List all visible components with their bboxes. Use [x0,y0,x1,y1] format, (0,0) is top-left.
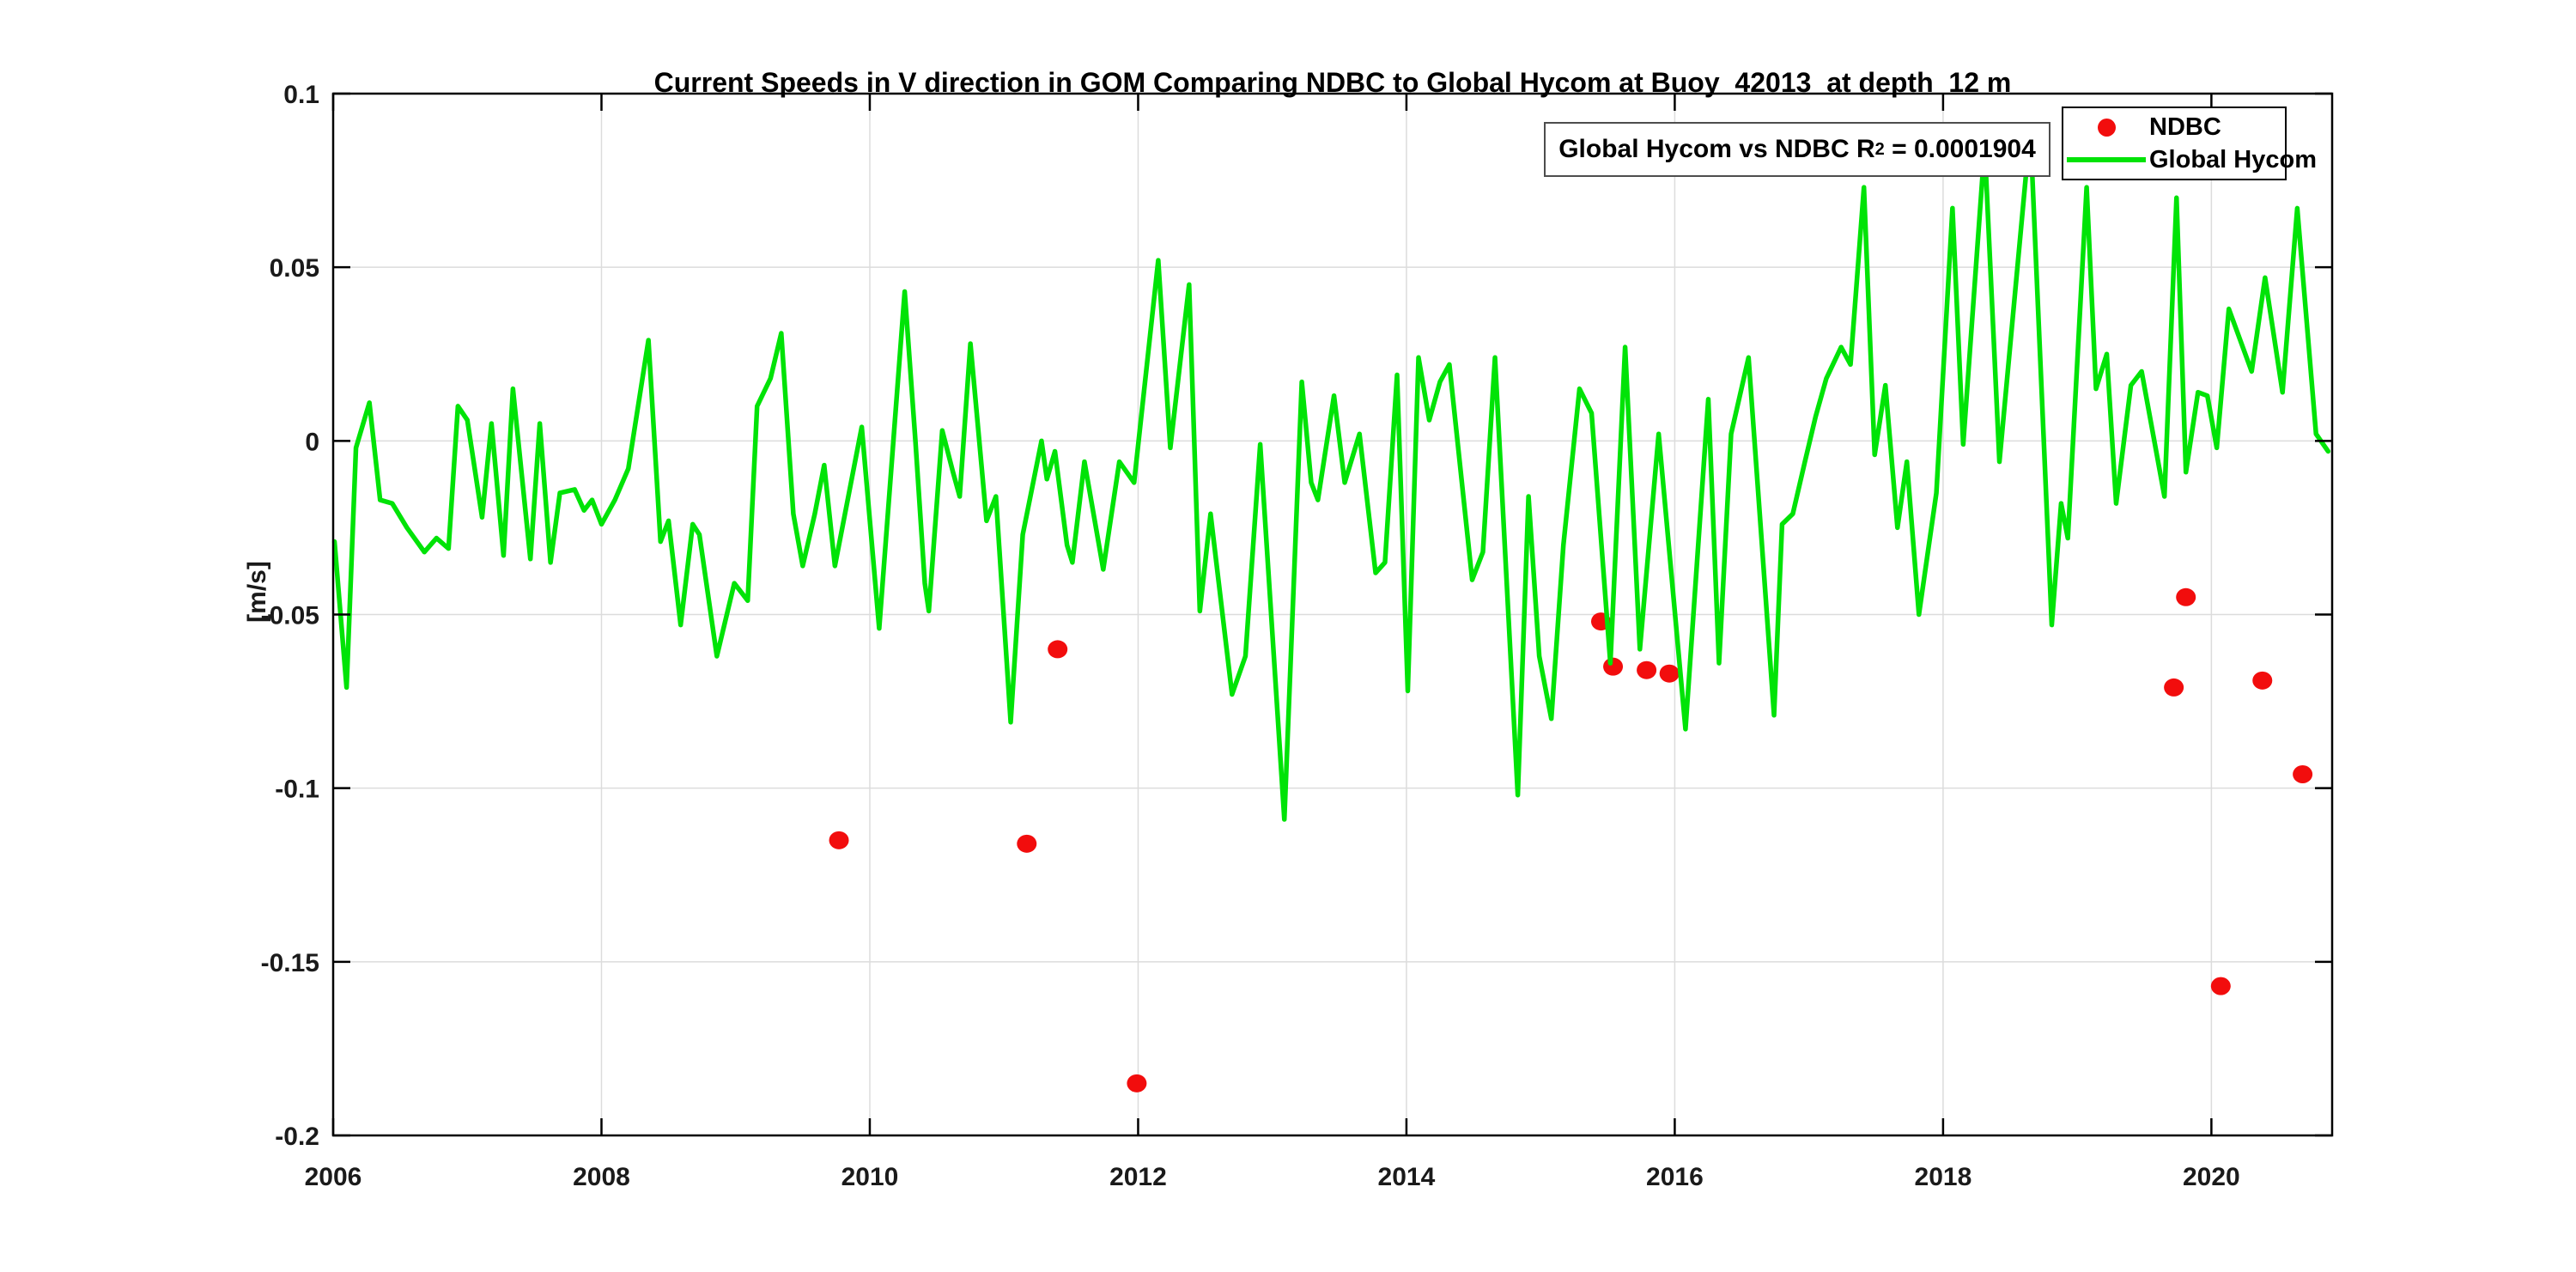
y-tick-label: 0.05 [270,254,319,283]
legend-label-global-hycom: Global Hycom [2149,145,2317,173]
ndbc-point [2252,671,2273,690]
r-squared-text-suffix: = 0.0001904 [1884,135,2036,163]
y-tick-label: -0.05 [261,602,319,630]
ndbc-point [1659,664,1680,683]
x-tick-label: 2008 [573,1163,630,1191]
y-tick-label: 0 [305,428,319,456]
y-tick-label: 0.1 [283,81,319,109]
ndbc-point [2210,977,2231,995]
x-tick-label: 2018 [1915,1163,1972,1191]
x-tick-label: 2014 [1378,1163,1436,1191]
ndbc-point [1017,834,1037,853]
x-tick-label: 2010 [841,1163,899,1191]
ndbc-point [1048,640,1068,659]
x-tick-label: 2020 [2183,1163,2240,1191]
legend-marker-cell [2063,157,2149,162]
y-axis-label: [m/s] [243,561,271,623]
ndbc-point [1637,660,1657,679]
chart-title: Current Speeds in V direction in GOM Com… [653,67,2012,98]
legend-label-ndbc: NDBC [2149,113,2221,141]
y-tick-label: -0.2 [275,1123,319,1151]
hycom-line [331,125,2331,822]
ndbc-dot-icon [2097,118,2116,137]
y-tick-label: -0.1 [275,776,319,804]
x-tick-label: 2006 [305,1163,362,1191]
r-squared-text-prefix: Global Hycom vs NDBC R [1558,135,1875,163]
hycom-line-icon [2067,157,2146,162]
legend: NDBC Global Hycom [2062,107,2317,180]
x-tick-label: 2012 [1109,1163,1167,1191]
legend-marker-cell [2063,118,2149,137]
ndbc-point [2164,678,2184,697]
ndbc-point [829,831,849,849]
ndbc-point [1603,657,1624,676]
legend-entry-ndbc: NDBC [2063,111,2285,143]
ndbc-point [2293,764,2313,783]
ndbc-point [2176,587,2196,606]
y-tick-label: -0.15 [261,949,319,977]
ndbc-point [1127,1074,1147,1092]
x-tick-label: 2016 [1646,1163,1704,1191]
legend-entry-global-hycom: Global Hycom [2063,143,2317,176]
